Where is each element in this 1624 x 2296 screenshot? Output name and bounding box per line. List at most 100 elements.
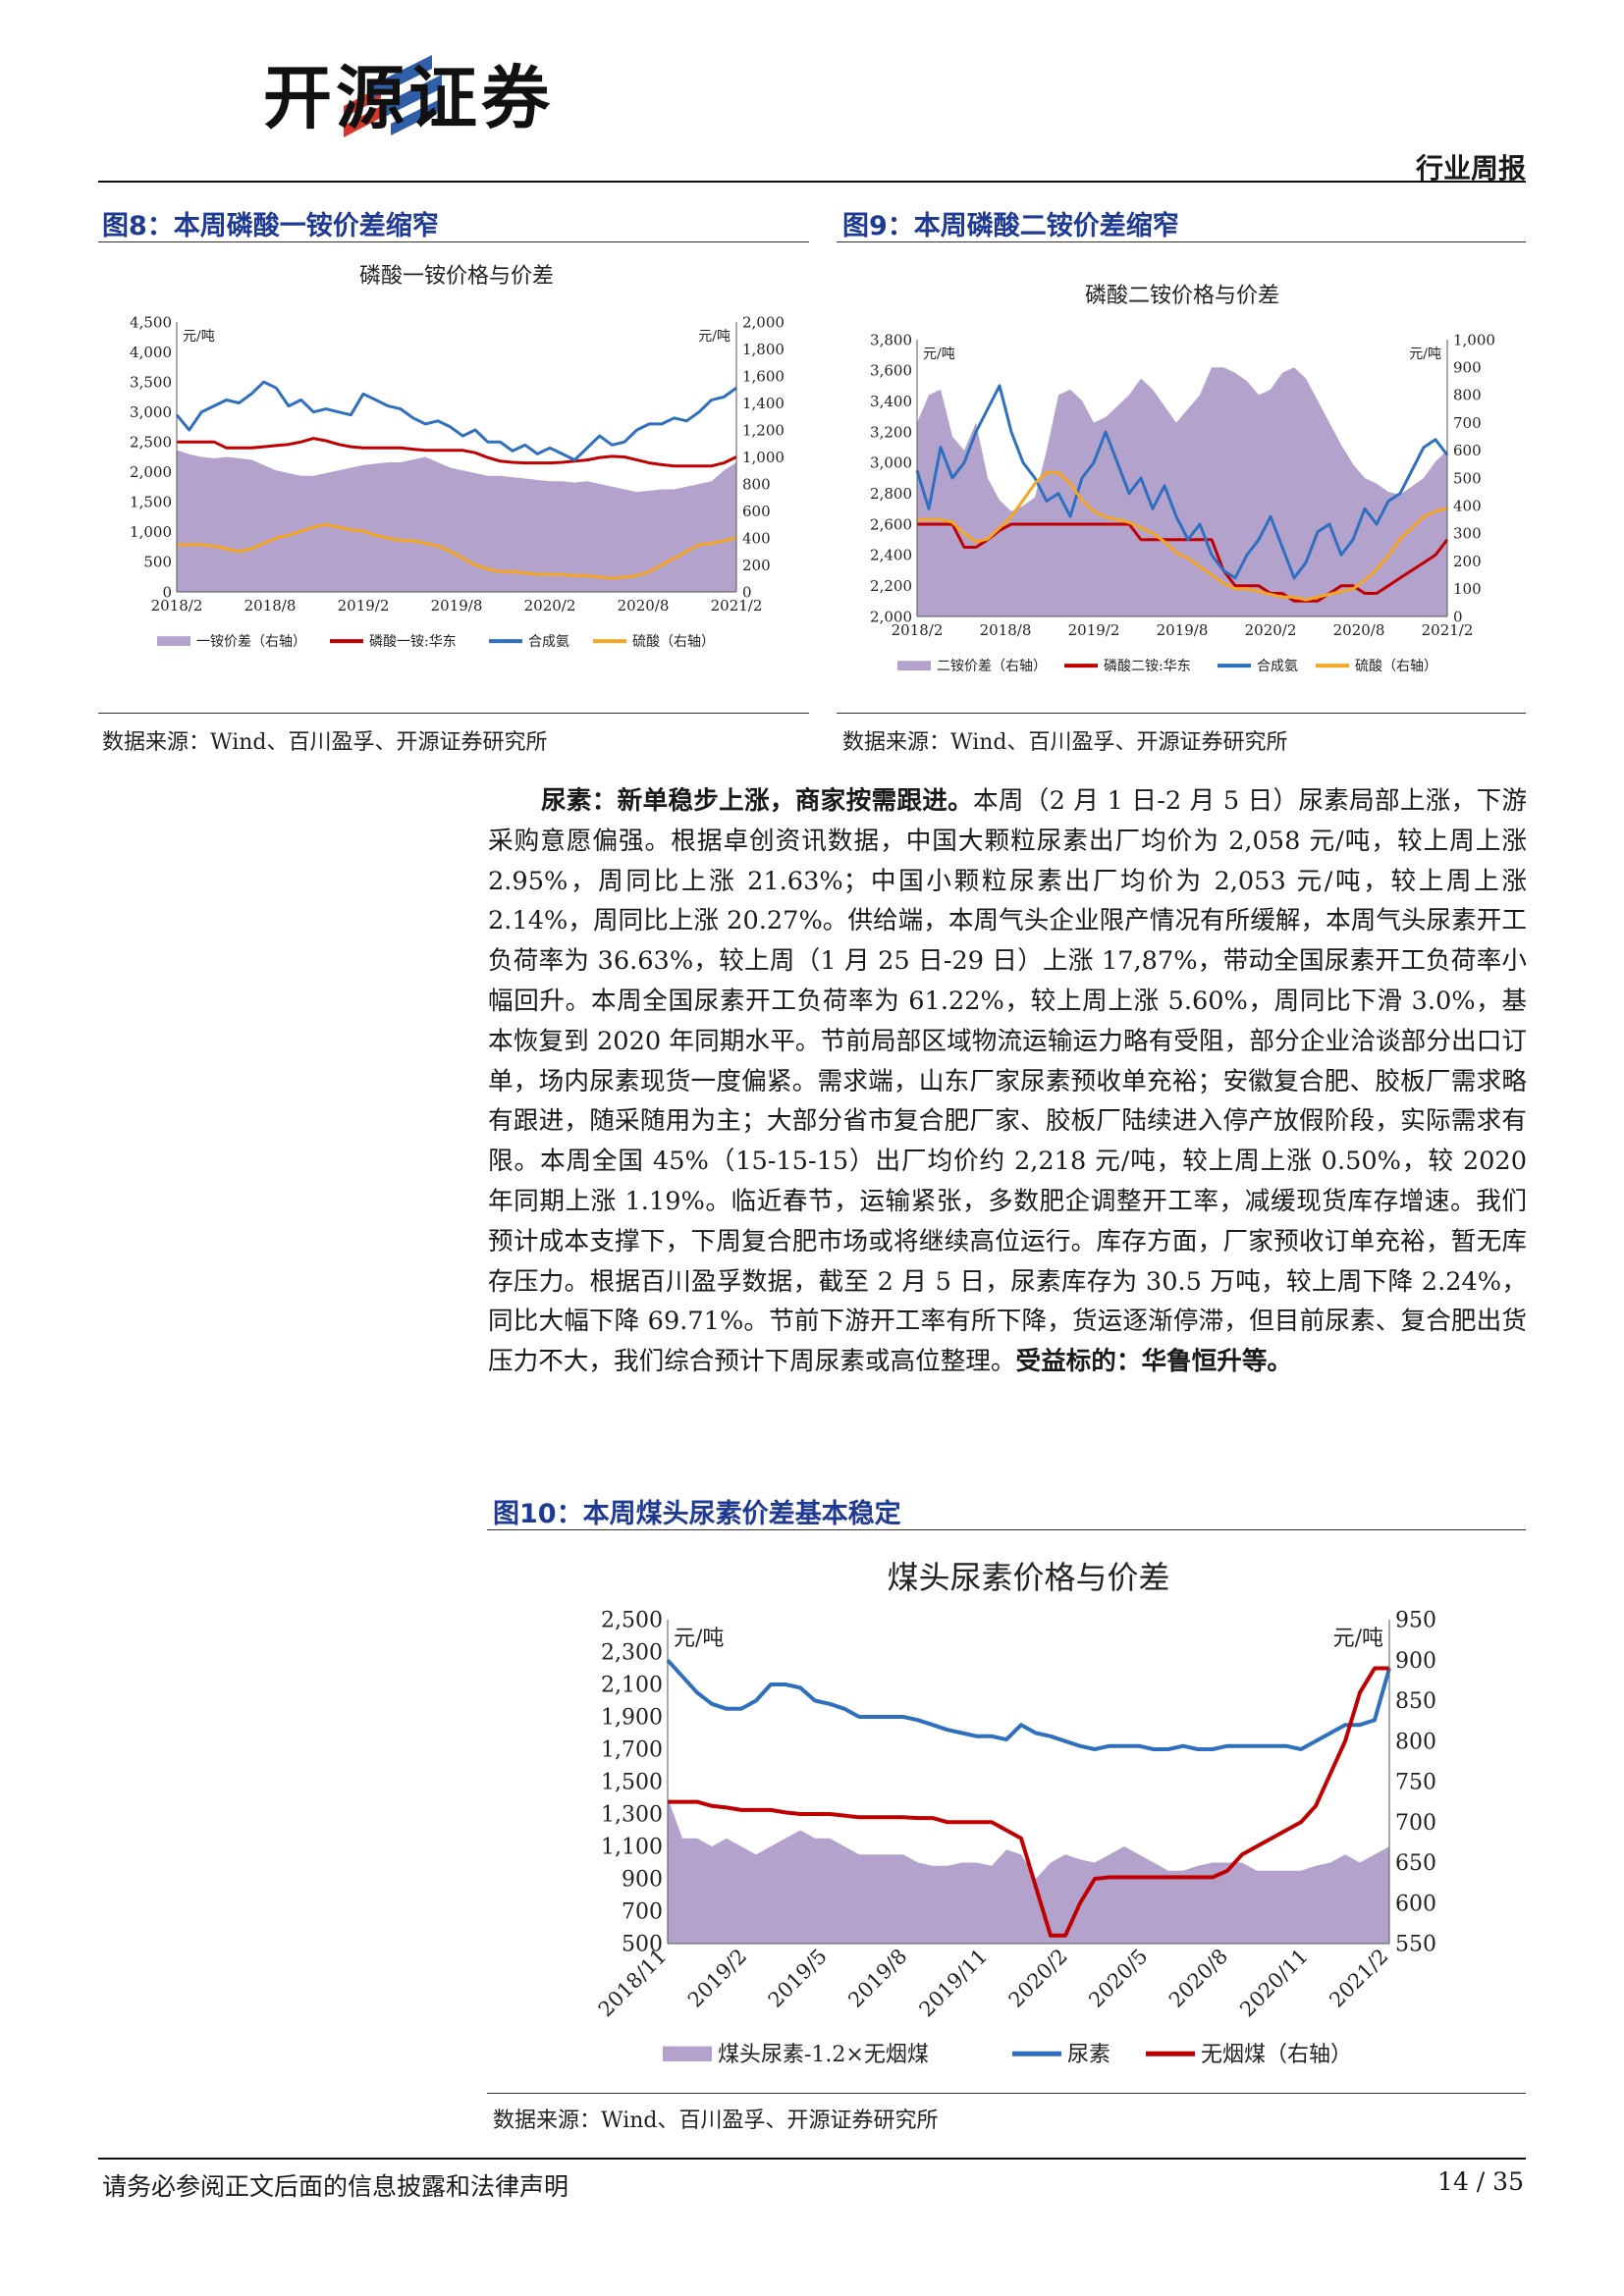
series-line-3 <box>917 470 1448 602</box>
right-unit-label: 元/吨 <box>1333 1627 1383 1651</box>
legend-label: 合成氨 <box>1257 659 1298 674</box>
left-unit-label: 元/吨 <box>674 1627 724 1651</box>
right-tick-label: 700 <box>1453 414 1482 432</box>
x-tick-label: 2020/2 <box>524 597 576 614</box>
figure-9-title: 图9：本周磷酸二铵价差缩窄 <box>842 211 1179 241</box>
left-tick-label: 1,700 <box>601 1738 663 1763</box>
x-tick-label: 2018/2 <box>892 621 944 639</box>
left-tick-label: 2,200 <box>870 577 912 595</box>
report-type: 行业周报 <box>1415 152 1526 185</box>
series-line-3 <box>177 522 737 580</box>
left-tick-label: 2,300 <box>601 1641 663 1666</box>
left-tick-label: 3,400 <box>870 393 912 410</box>
right-tick-label: 600 <box>1453 442 1482 459</box>
left-tick-label: 2,100 <box>601 1674 663 1698</box>
x-tick-label: 2020/5 <box>1084 1945 1152 2012</box>
right-tick-label: 1,600 <box>742 367 785 385</box>
left-tick-label: 2,000 <box>870 608 912 625</box>
figure-10-chart: 煤头尿素价格与价差 500 700 900 1,100 1,300 1,500 1,700 1,… <box>594 1559 1436 2067</box>
legend-label: 尿素 <box>1067 2043 1110 2067</box>
left-unit-label: 元/吨 <box>183 329 215 345</box>
x-tick-label: 2020/8 <box>1164 1945 1232 2012</box>
x-tick-label: 2019/8 <box>1157 621 1209 639</box>
left-tick-label: 0 <box>162 583 172 601</box>
right-tick-label: 1,000 <box>1453 331 1495 348</box>
brand-name: 开源证券 <box>263 58 554 138</box>
left-tick-label: 1,000 <box>130 523 172 541</box>
x-tick-label: 2021/2 <box>1422 621 1474 639</box>
x-tick-label: 2019/2 <box>683 1945 751 2012</box>
left-tick-label: 1,300 <box>601 1803 663 1828</box>
legend-swatch <box>157 636 190 646</box>
right-tick-label: 2,000 <box>742 313 785 331</box>
x-tick-label: 2021/2 <box>1325 1945 1392 2012</box>
right-tick-label: 600 <box>742 503 771 520</box>
left-tick-label: 2,000 <box>130 463 172 481</box>
left-tick-label: 3,000 <box>870 454 912 472</box>
left-tick-label: 3,200 <box>870 423 912 441</box>
left-tick-label: 900 <box>622 1868 663 1893</box>
left-tick-label: 1,100 <box>601 1836 663 1860</box>
right-tick-label: 0 <box>742 583 752 601</box>
left-tick-label: 2,800 <box>870 485 912 503</box>
x-tick-label: 2019/8 <box>843 1945 911 2012</box>
series-line-1 <box>666 1658 1391 1751</box>
x-tick-label: 2020/8 <box>618 597 670 614</box>
x-tick-label: 2018/8 <box>244 597 297 614</box>
body-paragraph: 尿素：新单稳步上涨，商家按需跟进。本周（2 月 1 日-2 月 5 日）尿素局部… <box>488 781 1527 1382</box>
chart-title: 磷酸二铵价格与价差 <box>1085 284 1279 308</box>
series-area-0 <box>917 367 1447 616</box>
legend-label: 一铵价差（右轴） <box>196 634 306 650</box>
paragraph-lead: 尿素：新单稳步上涨，商家按需跟进。 <box>541 786 973 816</box>
left-tick-label: 3,800 <box>870 331 912 348</box>
figure-9-source: 数据来源：Wind、百川盈孚、开源证券研究所 <box>842 730 1288 755</box>
left-tick-label: 2,500 <box>601 1609 663 1633</box>
right-tick-label: 500 <box>1453 469 1482 487</box>
legend-swatch <box>663 2046 712 2061</box>
chart-title: 煤头尿素价格与价差 <box>887 1559 1169 1596</box>
series-line-1 <box>177 437 737 468</box>
footer-divider <box>98 2158 1526 2160</box>
left-tick-label: 500 <box>143 554 172 571</box>
page-number: 14 / 35 <box>1437 2167 1524 2196</box>
series-line-2 <box>915 384 1449 580</box>
figure-10-rule <box>487 1529 1526 1530</box>
x-tick-label: 2020/11 <box>1235 1945 1313 2022</box>
right-tick-label: 200 <box>742 557 771 574</box>
right-unit-label: 元/吨 <box>1409 347 1441 362</box>
x-tick-label: 2020/8 <box>1333 621 1385 639</box>
right-tick-label: 550 <box>1395 1933 1436 1957</box>
right-tick-label: 750 <box>1395 1771 1436 1795</box>
left-tick-label: 1,500 <box>601 1771 663 1795</box>
x-tick-label: 2019/2 <box>338 597 390 614</box>
figure-8-source: 数据来源：Wind、百川盈孚、开源证券研究所 <box>102 730 548 755</box>
series-line-1 <box>917 522 1449 603</box>
x-tick-label: 2019/8 <box>431 597 483 614</box>
paragraph-text: 本周（2 月 1 日-2 月 5 日）尿素局部上涨，下游采购意愿偏强。根据卓创资… <box>488 786 1527 1377</box>
left-tick-label: 3,000 <box>130 403 172 421</box>
figure-8-source-rule <box>98 713 809 714</box>
x-tick-label: 2019/5 <box>764 1945 832 2012</box>
figure-9-rule <box>837 241 1526 242</box>
legend-label: 二铵价差（右轴） <box>937 659 1047 674</box>
x-tick-label: 2020/2 <box>1245 621 1297 639</box>
left-unit-label: 元/吨 <box>923 347 955 362</box>
right-unit-label: 元/吨 <box>698 329 731 345</box>
right-tick-label: 300 <box>1453 525 1482 543</box>
legend-label: 硫酸（右轴） <box>632 634 715 650</box>
figure-10-source-rule <box>487 2093 1526 2094</box>
left-tick-label: 2,500 <box>130 433 172 451</box>
header-divider <box>98 181 1526 183</box>
right-tick-label: 1,200 <box>742 421 785 439</box>
figure-8-rule <box>98 241 809 242</box>
right-tick-label: 600 <box>1395 1892 1436 1916</box>
left-tick-label: 3,600 <box>870 362 912 380</box>
x-tick-label: 2021/2 <box>711 597 763 614</box>
footer-disclaimer: 请务必参阅正文后面的信息披露和法律声明 <box>102 2172 569 2201</box>
left-tick-label: 4,000 <box>130 344 172 361</box>
left-tick-label: 700 <box>622 1900 663 1925</box>
legend-label: 无烟煤（右轴） <box>1201 2043 1352 2067</box>
left-tick-label: 2,400 <box>870 547 912 564</box>
x-tick-label: 2020/2 <box>1004 1945 1072 2012</box>
right-tick-label: 0 <box>1453 608 1463 625</box>
